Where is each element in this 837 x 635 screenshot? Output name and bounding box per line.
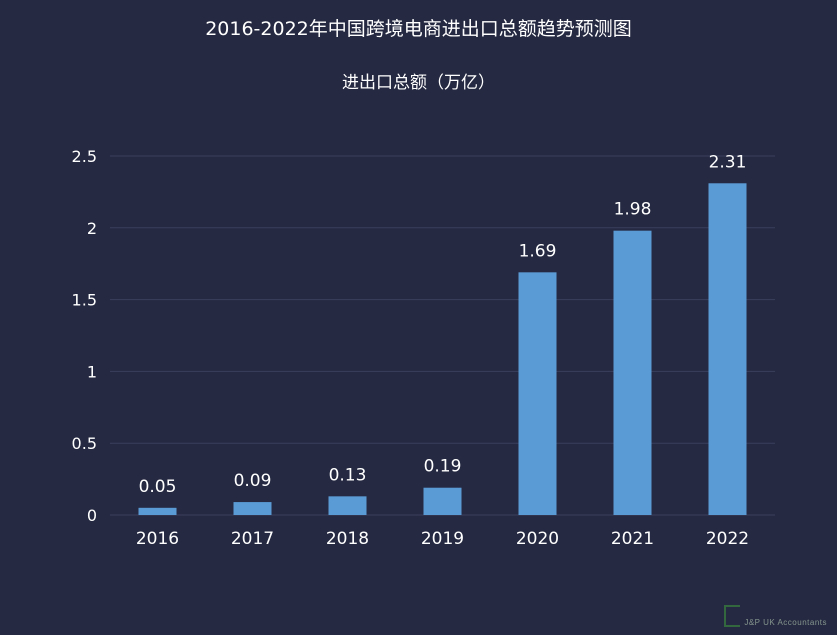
bar [708, 183, 747, 515]
bar [233, 502, 272, 515]
bar [423, 487, 462, 515]
watermark: J&P UK Accountants [724, 605, 827, 627]
x-tick-label: 2020 [516, 529, 559, 549]
x-tick-label: 2022 [706, 529, 749, 549]
bar [138, 507, 177, 515]
data-label: 0.05 [139, 477, 177, 497]
bar [613, 230, 652, 515]
x-tick-label: 2016 [136, 529, 179, 549]
x-tick-label: 2021 [611, 529, 654, 549]
data-label: 0.19 [424, 457, 462, 477]
data-label: 0.13 [329, 465, 367, 485]
data-label: 0.09 [234, 471, 272, 491]
y-tick-label: 0 [87, 506, 97, 525]
y-tick-label: 0.5 [72, 434, 97, 453]
data-label: 1.69 [519, 241, 557, 261]
y-tick-label: 1 [87, 362, 97, 381]
chart-title: 2016-2022年中国跨境电商进出口总额趋势预测图 [205, 18, 632, 40]
y-tick-label: 1.5 [72, 291, 97, 310]
data-label: 1.98 [614, 200, 652, 220]
x-tick-label: 2019 [421, 529, 464, 549]
x-tick-label: 2017 [231, 529, 274, 549]
y-tick-label: 2 [87, 219, 97, 238]
y-tick-label: 2.5 [72, 147, 97, 166]
x-tick-label: 2018 [326, 529, 369, 549]
chart-subtitle: 进出口总额（万亿） [342, 73, 495, 93]
bar [518, 272, 557, 515]
logo-icon [724, 605, 741, 627]
data-label: 2.31 [709, 152, 747, 172]
watermark-text: J&P UK Accountants [744, 618, 827, 627]
bar [328, 496, 367, 515]
